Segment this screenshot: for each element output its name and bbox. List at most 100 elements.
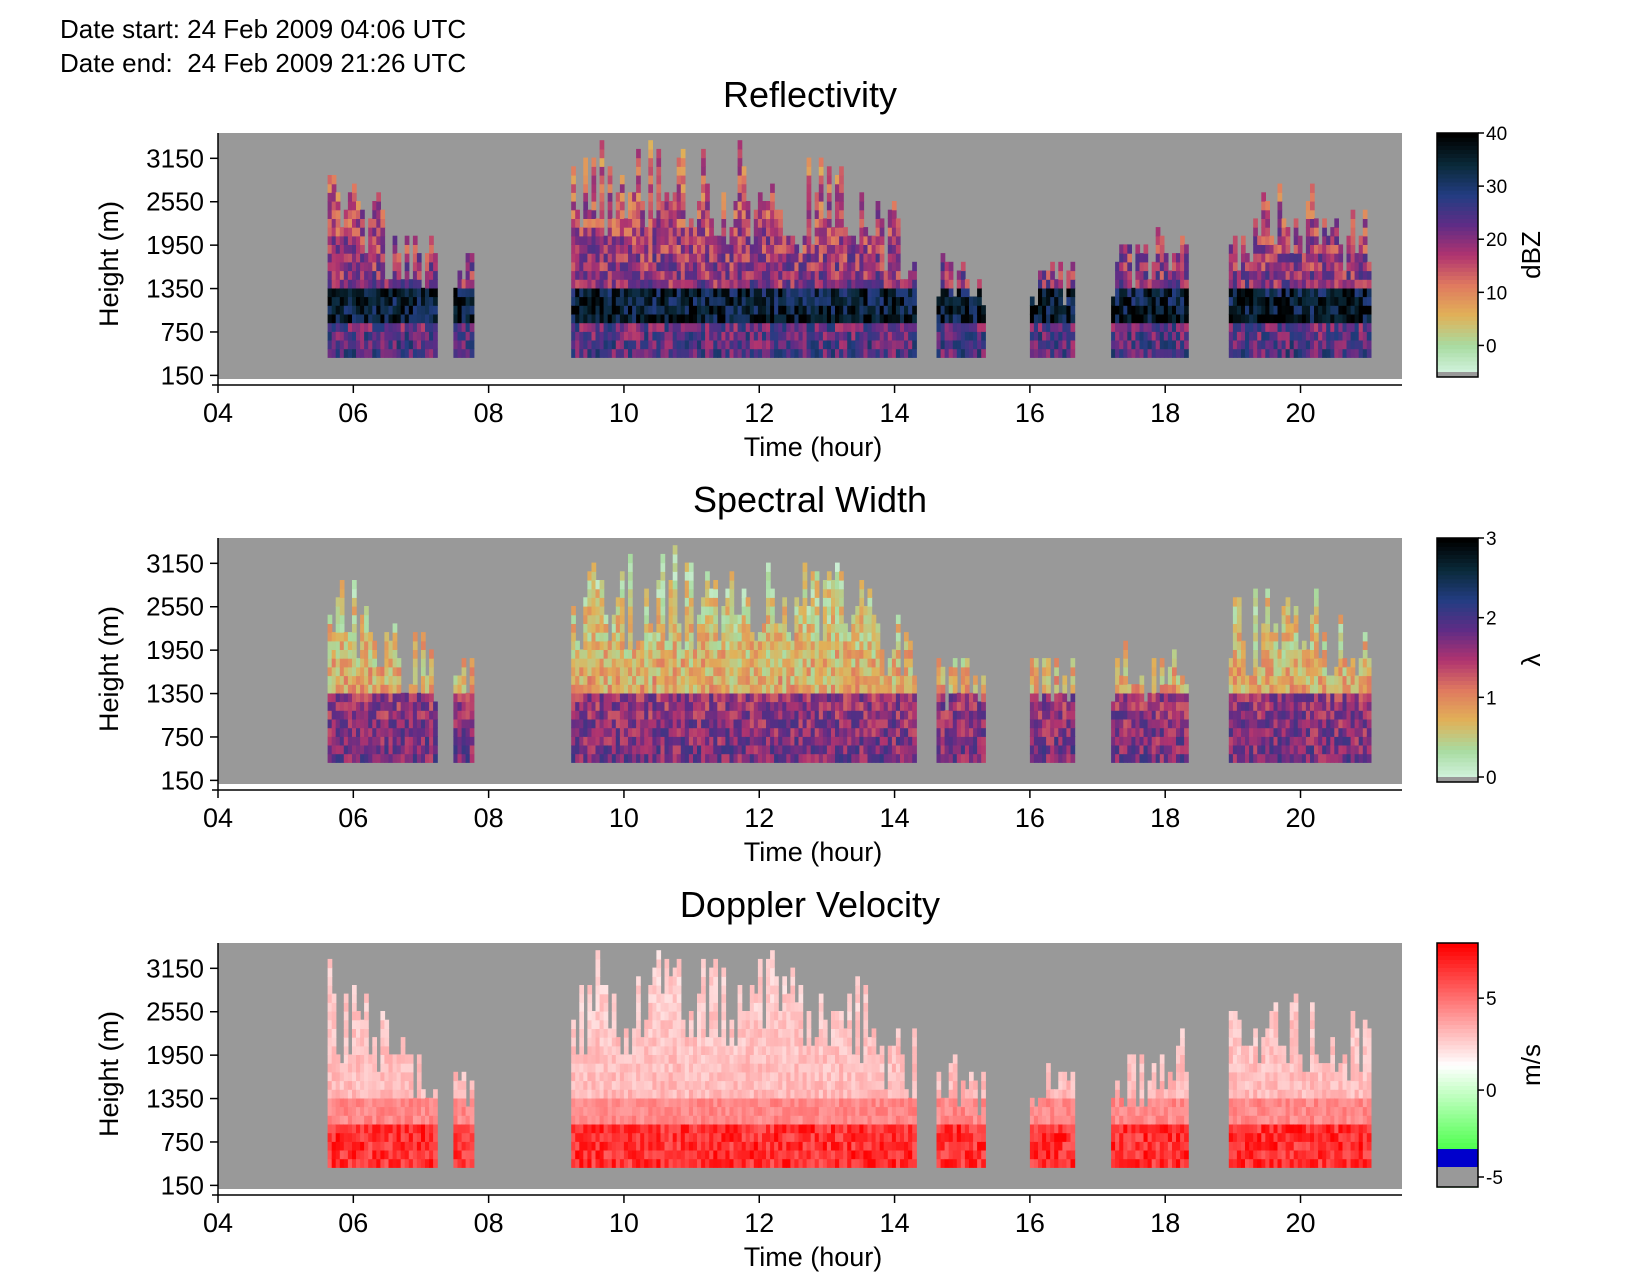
heatmap-cell [425, 313, 430, 324]
heatmap-cell [1322, 339, 1327, 350]
heatmap-cell [453, 692, 459, 703]
heatmap-cell [1366, 261, 1372, 272]
heatmap-cell [660, 209, 666, 219]
heatmap-cell [766, 339, 771, 350]
heatmap-cell [327, 235, 333, 245]
heatmap-cell [632, 666, 637, 677]
heatmap-cell [895, 339, 901, 350]
heatmap-cell [782, 675, 787, 685]
heatmap-cell [879, 313, 885, 324]
heatmap-cell [1277, 218, 1283, 228]
heatmap-cell [753, 270, 759, 280]
heatmap-cell [831, 606, 836, 616]
heatmap-cell [717, 753, 722, 763]
heatmap-cell [766, 313, 771, 324]
heatmap-cell [891, 331, 897, 341]
heatmap-cell [1163, 287, 1169, 298]
heatmap-cell [1123, 279, 1128, 289]
heatmap-cell [1346, 253, 1352, 263]
heatmap-cell [697, 614, 702, 624]
heatmap-cell [1257, 339, 1262, 350]
heatmap-cell [790, 322, 796, 332]
heatmap-cell [839, 270, 844, 280]
heatmap-cell [360, 753, 365, 763]
heatmap-cell [1163, 339, 1169, 350]
heatmap-cell [591, 322, 597, 332]
heatmap-cell [607, 201, 613, 211]
heatmap-cell [619, 736, 625, 746]
heatmap-cell [879, 692, 885, 703]
heatmap-cell [818, 279, 824, 289]
heatmap-cell [376, 692, 381, 703]
heatmap-cell [1253, 287, 1258, 298]
heatmap-cell [839, 201, 844, 211]
heatmap-cell [810, 727, 816, 737]
heatmap-cell [701, 718, 706, 729]
heatmap-cell [757, 658, 763, 668]
heatmap-cell [879, 305, 885, 315]
heatmap-cell [904, 331, 909, 341]
heatmap-cell [688, 597, 694, 607]
heatmap-cell [583, 218, 588, 228]
heatmap-cell [713, 718, 718, 729]
heatmap-cell [1281, 253, 1287, 263]
heatmap-cell [713, 727, 718, 737]
heatmap-cell [388, 753, 394, 763]
heatmap-cell [912, 348, 917, 358]
heatmap-cell [453, 736, 459, 746]
heatmap-cell [408, 331, 414, 341]
heatmap-cell [895, 736, 901, 746]
heatmap-cell [457, 692, 463, 703]
heatmap-cell [802, 279, 808, 289]
heatmap-cell [701, 183, 706, 193]
heatmap-cell [863, 632, 869, 642]
heatmap-cell [1038, 270, 1043, 280]
heatmap-cell [368, 744, 373, 755]
heatmap-cell [818, 753, 824, 763]
heatmap-cell [1123, 244, 1128, 254]
heatmap-cell [1123, 339, 1128, 350]
heatmap-cell [672, 692, 678, 703]
heatmap-cell [1269, 244, 1275, 254]
heatmap-cell [628, 322, 633, 332]
heatmap-cell [774, 296, 779, 306]
heatmap-cell [688, 571, 694, 581]
heatmap-cell [360, 736, 365, 746]
heatmap-cell [575, 744, 580, 755]
heatmap-cell [425, 348, 430, 358]
heatmap-cell [782, 287, 787, 298]
heatmap-cell [603, 287, 609, 298]
heatmap-cell [1241, 244, 1246, 254]
heatmap-cell [1338, 313, 1344, 324]
heatmap-cell [676, 235, 682, 245]
heatmap-cell [818, 253, 824, 263]
heatmap-cell [587, 296, 593, 306]
heatmap-cell [1358, 244, 1364, 254]
heatmap-cell [778, 339, 783, 350]
heatmap-cell [1301, 261, 1307, 272]
heatmap-cell [376, 322, 381, 332]
heatmap-cell [1151, 322, 1157, 332]
heatmap-cell [339, 701, 345, 711]
heatmap-cell [964, 331, 970, 341]
x-axis-label: Time (hour) [744, 432, 883, 462]
heatmap-cell [1184, 279, 1189, 289]
heatmap-cell [835, 658, 840, 668]
heatmap-cell [672, 313, 678, 324]
heatmap-cell [388, 701, 394, 711]
heatmap-cell [352, 253, 357, 263]
heatmap-cell [688, 718, 694, 729]
heatmap-cell [904, 649, 909, 659]
heatmap-cell [782, 623, 787, 633]
heatmap-cell [859, 684, 865, 694]
heatmap-cell [392, 753, 398, 763]
heatmap-cell [709, 649, 714, 659]
heatmap-cell [364, 339, 369, 350]
heatmap-cell [810, 287, 816, 298]
heatmap-cell [453, 701, 459, 711]
heatmap-cell [623, 244, 629, 254]
heatmap-cell [636, 753, 641, 763]
heatmap-cell [810, 736, 816, 746]
heatmap-cell [717, 736, 722, 746]
heatmap-cell [843, 727, 848, 737]
